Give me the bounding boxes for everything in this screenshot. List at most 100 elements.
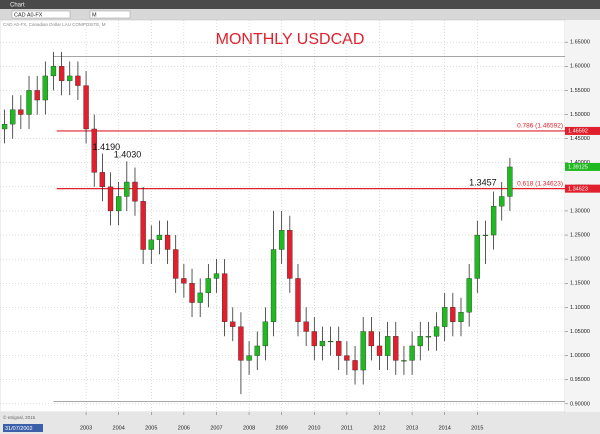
y-tick-label: 0.95000: [570, 377, 590, 383]
symbol-input[interactable]: [11, 10, 71, 19]
candle-body: [482, 234, 489, 236]
candle-body: [507, 166, 513, 197]
x-tick-label: 2003: [80, 425, 92, 431]
candle-body: [50, 66, 57, 77]
candle-body: [344, 355, 350, 361]
date-label: 31/07/2002: [5, 426, 33, 432]
candle-body: [124, 181, 130, 197]
candle-body: [499, 196, 505, 207]
candle-body: [393, 336, 399, 361]
price-tag: [565, 162, 600, 171]
y-tick-label: 1.20000: [570, 257, 590, 263]
annotation: 1.4190: [93, 142, 121, 152]
date-box: [3, 424, 43, 432]
candle-body: [197, 292, 203, 303]
candle-body: [295, 278, 301, 322]
x-tick-label: 2012: [373, 425, 385, 431]
level-label: 0.618 (1.34623): [517, 180, 563, 187]
candle-body: [26, 90, 32, 115]
candle-body: [401, 360, 407, 362]
candle-body: [254, 345, 260, 356]
candle-body: [433, 326, 440, 337]
candle-body: [83, 85, 89, 130]
x-tick-label: 2005: [145, 425, 157, 431]
candle-body: [107, 186, 114, 212]
candle-body: [67, 75, 73, 81]
level-label: 0.786 (1.46592): [517, 123, 563, 130]
candle-body: [116, 196, 122, 212]
x-tick-label: 2011: [341, 425, 353, 431]
y-tick-label: 1.05000: [570, 329, 590, 335]
candle-body: [156, 234, 163, 241]
info-line: CAD A0-FX, Canadian Dollar LAU COMPOSITE…: [3, 22, 106, 27]
title-bar: [0, 0, 600, 9]
window-title: Chart: [10, 3, 25, 9]
price-tag-label: 1.46592: [568, 129, 588, 135]
candle-body: [148, 239, 154, 250]
y-tick-label: 0.90000: [570, 401, 590, 407]
candle-body: [303, 321, 309, 332]
chart-title: MONTHLY USDCAD: [216, 31, 365, 48]
y-tick-label: 1.65000: [570, 40, 590, 46]
y-tick-label: 1.00000: [570, 353, 590, 359]
candle-body: [466, 278, 472, 313]
candle-body: [287, 230, 293, 279]
x-tick-label: 2013: [406, 425, 418, 431]
candle-body: [238, 326, 244, 361]
candle-body: [270, 249, 277, 322]
period: M: [92, 12, 97, 18]
candle-body: [490, 205, 497, 236]
candle-body: [34, 90, 40, 101]
annotation: 1.4030: [114, 150, 142, 160]
candle-body: [425, 336, 432, 338]
x-tick-label: 2007: [210, 425, 222, 431]
candle-body: [99, 172, 106, 187]
plot-area: [0, 19, 566, 413]
y-tick-label: 1.45000: [570, 136, 590, 142]
candle-body: [384, 336, 391, 356]
x-tick-label: 2015: [471, 425, 483, 431]
candle-body: [409, 345, 415, 361]
candle-body: [42, 75, 48, 101]
x-tick-label: 2006: [178, 425, 190, 431]
candle-body: [327, 340, 334, 343]
candle-body: [474, 234, 480, 279]
y-tick-label: 1.30000: [570, 208, 590, 214]
price-tag-label: 1.34623: [568, 186, 588, 192]
y-tick-label: 1.55000: [570, 88, 590, 94]
candle-body: [246, 355, 252, 361]
price-tag-label: 1.39125: [568, 165, 588, 171]
copyright: © eSignal, 2015: [3, 414, 36, 420]
candle-body: [91, 128, 97, 173]
x-tick-label: 2010: [308, 425, 320, 431]
y-tick-label: 1.10000: [570, 305, 590, 311]
time-axis: [0, 412, 600, 434]
annotation: 1.3457: [469, 177, 497, 187]
candle-body: [189, 283, 195, 303]
candle-body: [213, 273, 220, 279]
candle-body: [352, 360, 358, 371]
candle-body: [181, 278, 187, 284]
candle-body: [1, 123, 8, 130]
candle-body: [205, 278, 211, 294]
candle-body: [311, 331, 317, 347]
candle-body: [221, 273, 228, 322]
candle-body: [230, 321, 236, 327]
candle-body: [376, 345, 383, 356]
candle-body: [164, 234, 171, 250]
x-tick-label: 2008: [243, 425, 255, 431]
symbol: CAD A0-FX: [14, 12, 43, 18]
candle-body: [458, 312, 464, 322]
candle-body: [442, 307, 448, 327]
period-input[interactable]: [89, 10, 131, 19]
toolbar: [0, 9, 600, 20]
x-tick-label: 2004: [113, 425, 125, 431]
x-tick-label: 2009: [276, 425, 288, 431]
candle-body: [262, 321, 269, 347]
candle-body: [18, 109, 24, 115]
candle-body: [58, 66, 65, 81]
candle-body: [75, 75, 81, 86]
price-tag: [565, 184, 600, 193]
